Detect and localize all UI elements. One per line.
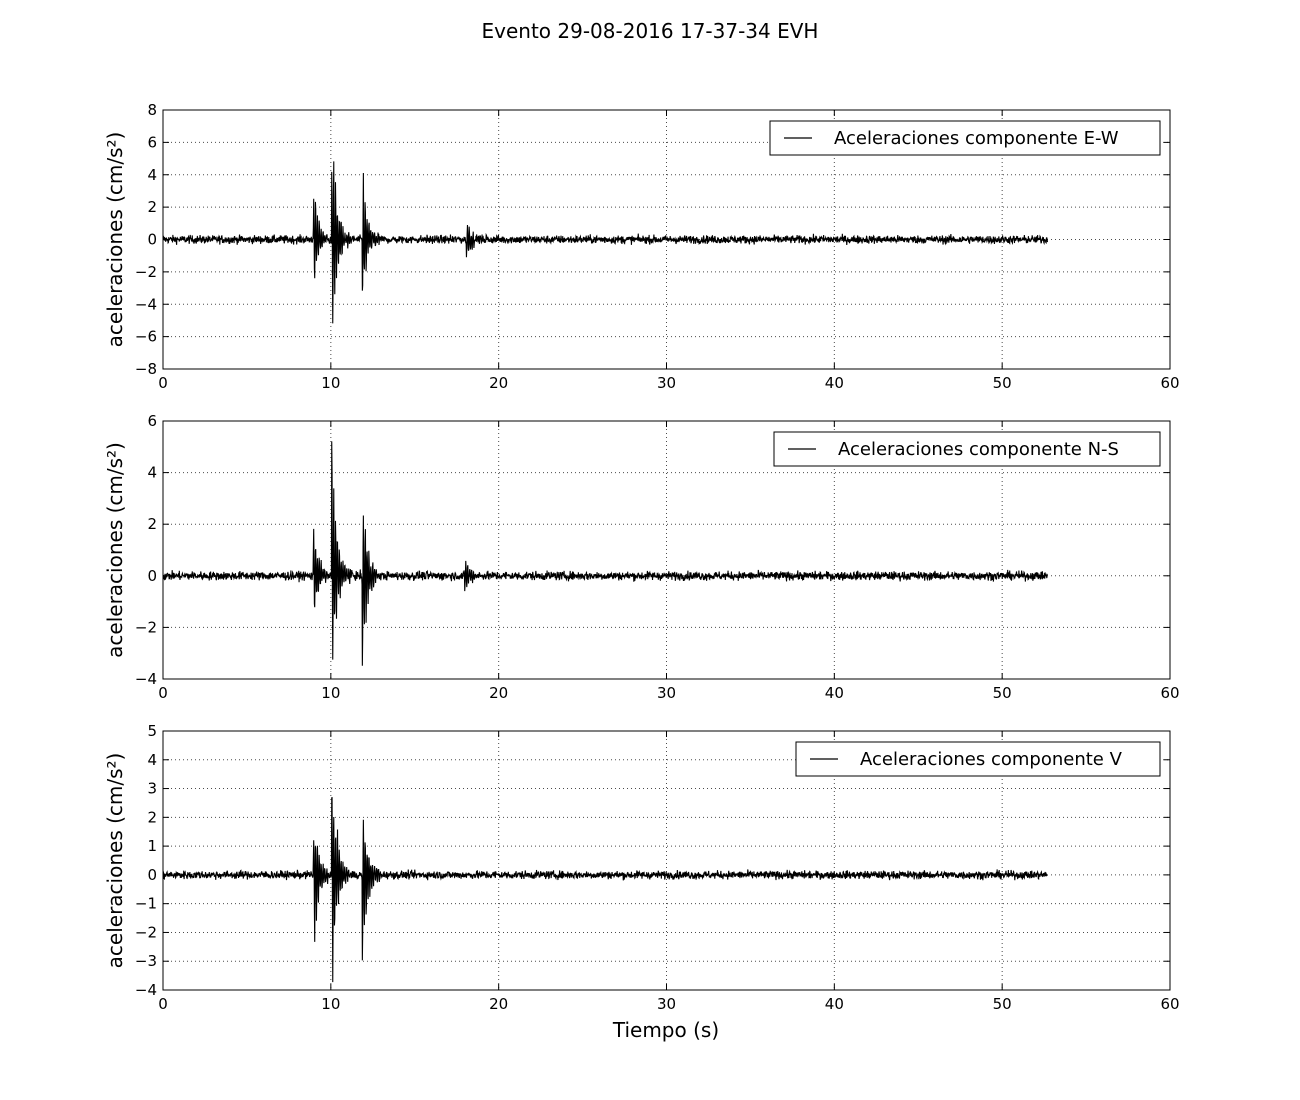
legend: Aceleraciones componente E-W: [769, 120, 1161, 156]
subplot-2: 0 10 20 30 40 50 60 −4 −2 0 2 4 6 aceleraciones (cm/s…: [103, 412, 1180, 702]
figure-title: Evento 29-08-2016 17-37-34 EVH: [482, 19, 819, 43]
series-line: [163, 441, 1048, 666]
x-tick-label: 60: [1160, 995, 1179, 1013]
y-tick-label: −1: [135, 895, 157, 913]
y-tick-label: 1: [147, 837, 157, 855]
x-tick-label: 30: [657, 374, 676, 392]
y-tick-label: −2: [135, 263, 157, 281]
y-tick-label: −4: [135, 295, 157, 313]
x-tick-label: 0: [158, 374, 168, 392]
x-tick-label: 50: [993, 684, 1012, 702]
y-tick-label: 2: [147, 198, 157, 216]
legend-label: Aceleraciones componente E-W: [834, 128, 1119, 149]
x-tick-label: 0: [158, 995, 168, 1013]
x-tick-label: 60: [1160, 374, 1179, 392]
panels: 0 10 20 30 40 50 60−8−6−4−202468aceleraciones …: [103, 101, 1180, 1013]
y-tick-label: −2: [135, 923, 157, 941]
x-tick-label: 40: [825, 684, 844, 702]
y-tick-label: 5: [147, 722, 157, 740]
legend-box: [795, 741, 1161, 777]
y-tick-label: 6: [147, 412, 157, 430]
y-tick-label: 4: [147, 464, 157, 482]
x-tick-label: 0: [158, 684, 168, 702]
legend-label: Aceleraciones componente V: [860, 749, 1123, 770]
y-tick-label: −2: [135, 618, 157, 636]
y-tick-label: 2: [147, 515, 157, 533]
y-tick-label: 4: [147, 751, 157, 769]
x-tick-label: 20: [489, 374, 508, 392]
legend-label: Aceleraciones componente N-S: [838, 439, 1119, 460]
legend-box: [773, 431, 1161, 467]
y-tick-label: 0: [147, 866, 157, 884]
y-tick-label: 2: [147, 808, 157, 826]
x-tick-label: 10: [321, 374, 340, 392]
y-tick-label: −4: [135, 670, 157, 688]
y-axis-label: aceleraciones (cm/s²): [103, 753, 127, 969]
y-tick-label: −8: [135, 360, 157, 378]
subplot-3: 0 10 20 30 40 50 60 −4 −3 −2 −1 0 1 2 3 4 5 aceleraciones…: [103, 722, 1180, 1013]
x-tick-label: 60: [1160, 684, 1179, 702]
legend: Aceleraciones componente V: [795, 741, 1161, 777]
x-axis-label: Tiempo (s): [612, 1018, 719, 1042]
x-tick-label: 10: [321, 995, 340, 1013]
y-axis-label: aceleraciones (cm/s²): [103, 442, 127, 658]
y-axis-label: aceleraciones (cm/s²): [103, 132, 127, 348]
x-tick-label: 20: [489, 995, 508, 1013]
y-tick-label: −4: [135, 981, 157, 999]
y-tick-label: 6: [147, 133, 157, 151]
y-tick-label: 8: [147, 101, 157, 119]
x-tick-label: 40: [825, 374, 844, 392]
x-tick-label: 30: [657, 684, 676, 702]
y-tick-label: 3: [147, 780, 157, 798]
subplot-1: 0 10 20 30 40 50 60 −8 −6 −4 −2 0 2 4 6 8 aceleraciones …: [103, 101, 1180, 392]
x-tick-label: 50: [993, 995, 1012, 1013]
x-tick-label: 50: [993, 374, 1012, 392]
series-line: [163, 796, 1048, 983]
x-tick-label: 20: [489, 684, 508, 702]
x-tick-label: 10: [321, 684, 340, 702]
y-tick-label: −3: [135, 952, 157, 970]
y-tick-label: −6: [135, 328, 157, 346]
legend-box: [769, 120, 1161, 156]
y-tick-label: 0: [147, 231, 157, 249]
x-tick-label: 30: [657, 995, 676, 1013]
y-tick-label: 4: [147, 166, 157, 184]
y-tick-label: 0: [147, 567, 157, 585]
x-tick-label: 40: [825, 995, 844, 1013]
legend: Aceleraciones componente N-S: [773, 431, 1161, 467]
series-line: [163, 161, 1049, 324]
